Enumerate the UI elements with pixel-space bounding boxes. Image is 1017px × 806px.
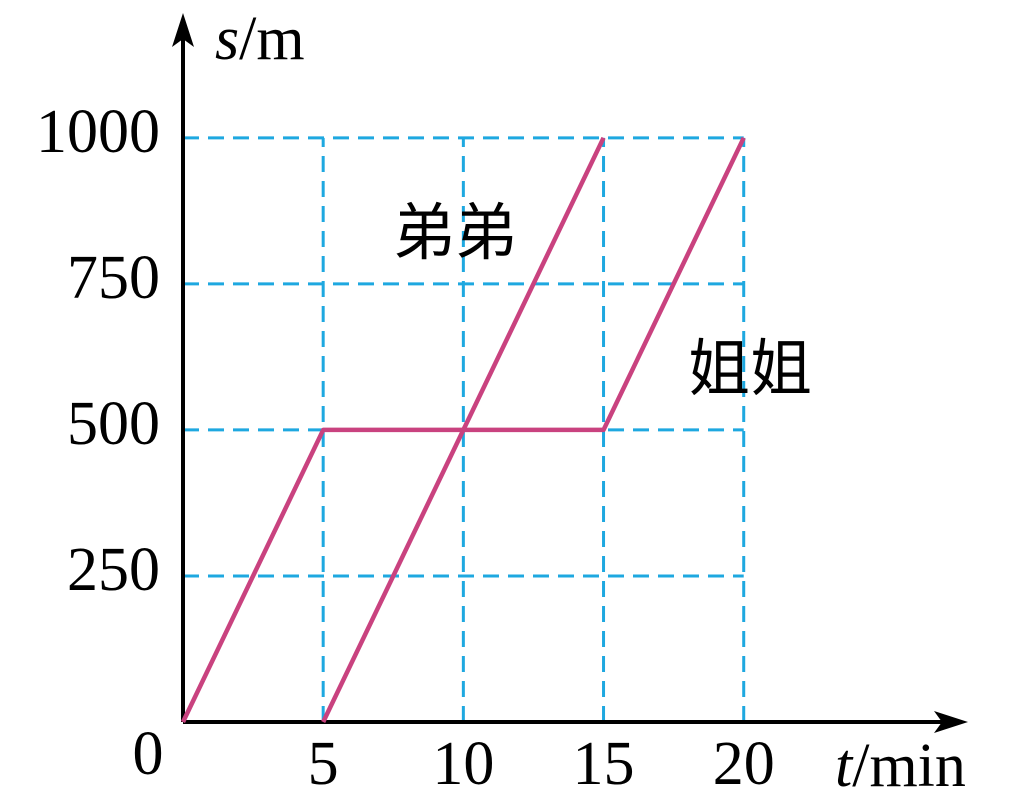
x-label-var: t [835, 732, 854, 800]
x-axis-arrow [934, 711, 968, 733]
y-label-unit: /m [239, 5, 304, 73]
series-line [180, 136, 746, 723]
x-label-unit: /min [852, 732, 966, 800]
x-tick-label: 10 [432, 730, 494, 798]
x-tick-label: 20 [713, 730, 775, 798]
y-tick-label: 1000 [36, 98, 160, 166]
x-tick-label: 0 [133, 720, 164, 788]
x-tick-label: 5 [308, 730, 339, 798]
x-tick-label: 15 [573, 730, 635, 798]
y-tick-label: 500 [67, 390, 160, 458]
y-label-var: s [215, 5, 239, 73]
y-axis-label: s/m [215, 5, 305, 73]
x-axis-label: t/min [835, 732, 966, 800]
y-tick-label: 250 [67, 536, 160, 604]
series-label: 姐姐 [688, 336, 812, 404]
y-axis-arrow [172, 13, 194, 47]
series-label: 弟弟 [393, 200, 517, 268]
y-tick-label: 750 [67, 244, 160, 312]
